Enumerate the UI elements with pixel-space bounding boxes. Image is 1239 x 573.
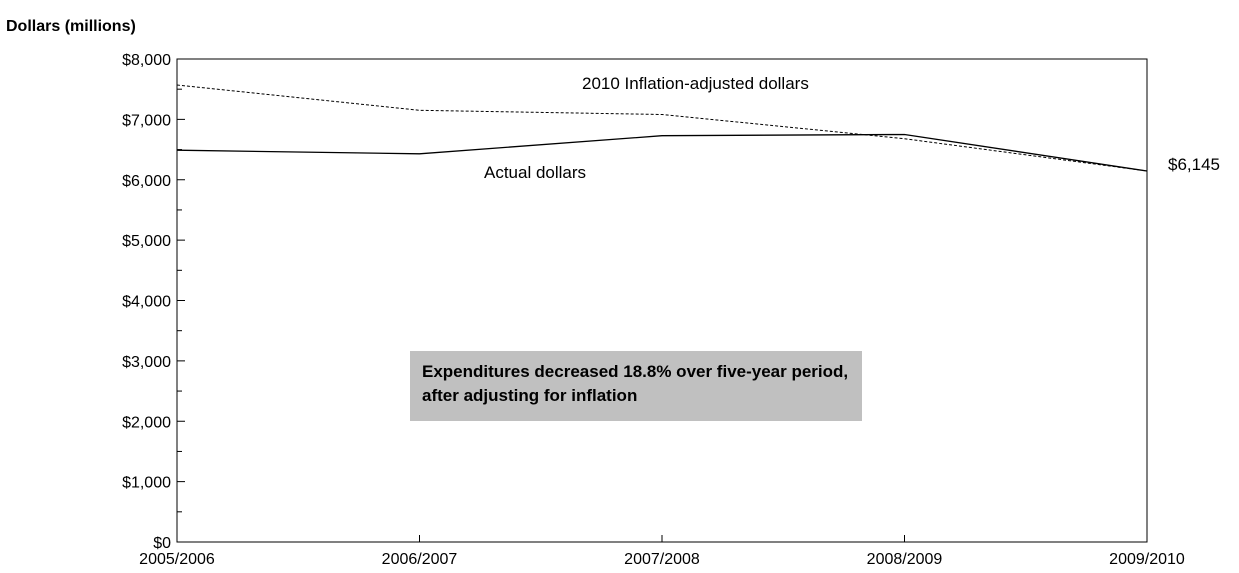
series-line-0 [176, 84, 1148, 172]
axes [176, 58, 1148, 543]
y-tick-label: $6,000 [122, 173, 171, 190]
series-line-1 [176, 133, 1148, 172]
series-label-inflation-adjusted: 2010 Inflation-adjusted dollars [582, 74, 809, 93]
y-axis-title: Dollars (millions) [6, 18, 136, 35]
x-tick-label: 2005/2006 [139, 551, 215, 568]
y-tick-label: $5,000 [122, 233, 171, 250]
series-lines [176, 84, 1148, 172]
y-tick-label: $3,000 [122, 354, 171, 371]
y-tick-label: $0 [153, 535, 171, 552]
annotation-box: Expenditures decreased 18.8% over five-y… [410, 351, 862, 421]
y-tick-label: $1,000 [122, 475, 171, 492]
tick-labels: $0 $1,000 $2,000 $3,000 $4,000 $5,000 $6,000 $7… [122, 52, 1185, 568]
x-tick-label: 2009/2010 [1109, 551, 1185, 568]
plot-frame [176, 58, 1148, 543]
y-tick-label: $7,000 [122, 112, 171, 129]
end-value-label: $6,145 [1168, 155, 1220, 174]
x-tick-label: 2008/2009 [867, 551, 943, 568]
y-tick-label: $2,000 [122, 414, 171, 431]
x-tick-label: 2006/2007 [382, 551, 458, 568]
y-tick-label: $8,000 [122, 52, 171, 69]
y-tick-label: $4,000 [122, 294, 171, 311]
x-tick-label: 2007/2008 [624, 551, 700, 568]
series-label-actual: Actual dollars [484, 163, 586, 182]
